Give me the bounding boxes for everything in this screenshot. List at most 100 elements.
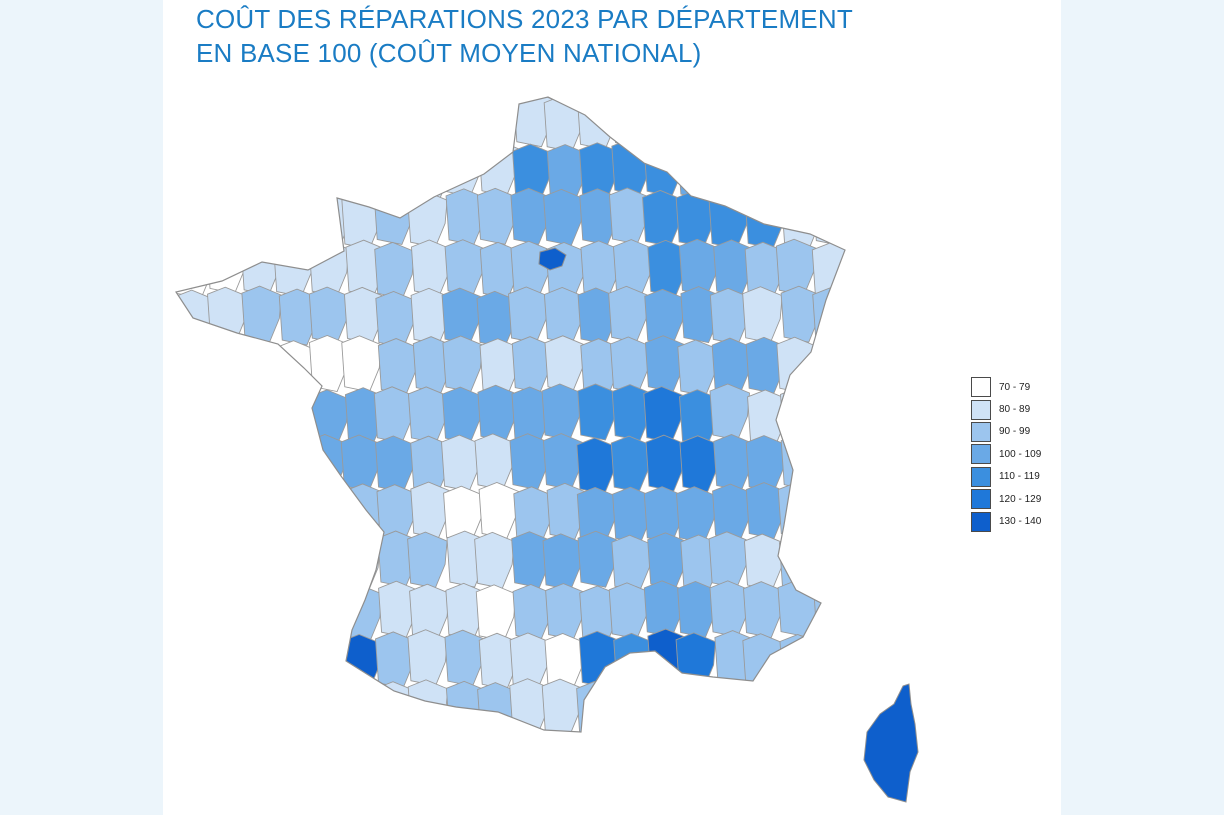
legend-label: 80 - 89 (999, 404, 1031, 416)
department-region (273, 436, 315, 494)
department-region (475, 584, 517, 642)
department-region (744, 191, 786, 249)
legend-item: 90 - 99 (971, 421, 1081, 443)
department-region (545, 583, 586, 641)
department-region (678, 682, 720, 732)
department-region (306, 581, 347, 639)
department-region (543, 188, 584, 246)
department-region (576, 437, 617, 495)
department-region (743, 581, 784, 639)
department-region (211, 682, 252, 732)
legend-item: 100 - 109 (971, 443, 1081, 465)
department-region (779, 634, 820, 692)
legend-item: 130 - 140 (971, 510, 1081, 532)
department-region (677, 142, 718, 200)
department-region (611, 534, 652, 592)
department-region (407, 679, 449, 732)
department-region (709, 97, 750, 152)
department-region (240, 141, 282, 199)
title-line-2: EN BASE 100 (COÛT MOYEN NATIONAL) (196, 38, 702, 68)
department-region (340, 534, 381, 592)
legend-swatch (971, 466, 991, 487)
department-region (444, 629, 485, 687)
department-region (340, 434, 382, 492)
department-region (208, 384, 250, 442)
department-region (209, 434, 251, 492)
legend-item: 120 - 129 (971, 488, 1081, 510)
department-region (377, 338, 419, 396)
legend-swatch (971, 444, 991, 465)
department-region (778, 139, 819, 197)
department-region (306, 484, 347, 542)
department-region (273, 138, 315, 196)
department-region (206, 236, 247, 294)
department-region (675, 190, 717, 248)
mainland-france (176, 97, 845, 732)
department-region (441, 386, 483, 444)
department-region (577, 97, 618, 150)
department-region (779, 535, 820, 593)
department-region (477, 384, 518, 442)
department-region (239, 632, 281, 690)
department-region (407, 531, 448, 589)
department-region (508, 286, 549, 344)
department-region (578, 630, 620, 688)
department-region (274, 383, 315, 441)
department-region (709, 383, 750, 441)
department-region (275, 340, 316, 398)
department-region (309, 632, 350, 690)
legend-label: 110 - 119 (999, 471, 1040, 483)
department-region (777, 482, 819, 540)
department-region (176, 190, 217, 248)
department-region (542, 433, 584, 491)
department-region (373, 386, 415, 444)
department-region (777, 580, 819, 638)
department-region (442, 139, 483, 197)
department-region (306, 433, 348, 491)
paris-region (538, 247, 567, 271)
department-region (273, 240, 314, 298)
department-region (407, 629, 448, 687)
department-region (478, 139, 519, 197)
department-region (345, 140, 387, 198)
department-region (341, 584, 383, 642)
legend-label: 90 - 99 (999, 426, 1031, 438)
department-region (776, 336, 817, 394)
department-region (608, 582, 650, 640)
department-region (176, 583, 215, 641)
department-region (176, 388, 216, 446)
department-region (240, 534, 282, 592)
department-region (442, 335, 483, 393)
department-region (644, 288, 685, 346)
department-region (643, 679, 685, 732)
department-region (812, 435, 845, 493)
legend-item: 110 - 119 (971, 466, 1081, 488)
department-region (376, 141, 417, 199)
department-region (208, 335, 250, 393)
department-region (244, 340, 286, 398)
map-title: COÛT DES RÉPARATIONS 2023 PAR DÉPARTEMEN… (196, 2, 853, 70)
department-region (812, 681, 845, 732)
department-region (278, 97, 319, 151)
department-region (742, 633, 783, 691)
department-region (176, 140, 217, 198)
department-region (643, 386, 684, 444)
department-region (609, 187, 650, 245)
department-region (207, 485, 248, 543)
department-region (241, 581, 283, 639)
department-region (443, 97, 485, 150)
department-region (407, 386, 449, 444)
department-region (742, 682, 783, 732)
department-region (709, 683, 750, 732)
department-region (780, 433, 822, 491)
department-region (814, 97, 845, 150)
department-region (742, 286, 783, 344)
department-region (812, 287, 845, 345)
department-region (277, 678, 318, 732)
department-region (780, 386, 821, 444)
department-region (541, 383, 583, 441)
department-region (710, 144, 751, 202)
department-region (207, 531, 248, 589)
department-region (577, 383, 618, 441)
department-region (206, 192, 248, 250)
